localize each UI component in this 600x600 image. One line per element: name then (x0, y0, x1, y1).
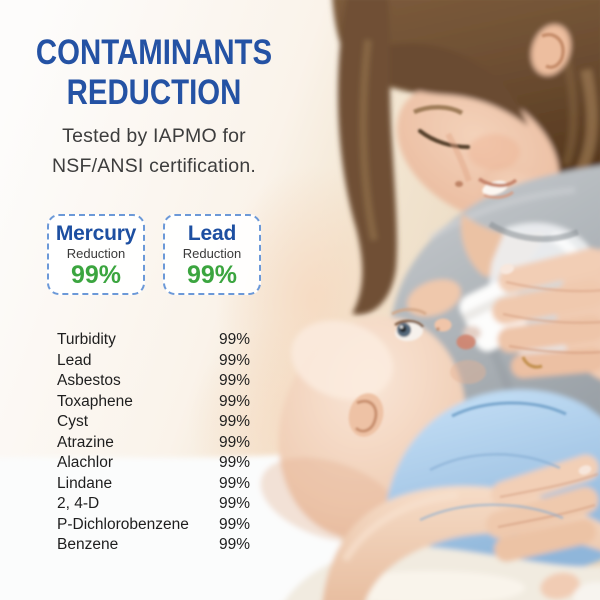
card-mercury: Mercury Reduction 99% (47, 214, 145, 295)
card-label: Reduction (66, 246, 126, 261)
mother-hair-fringe (337, 0, 528, 315)
contaminant-value: 99% (219, 536, 251, 553)
list-item: Turbidity 99% (57, 331, 251, 352)
subtitle: Tested by IAPMO for NSF/ANSI certificati… (8, 121, 300, 181)
contaminants-list: Turbidity 99% Lead 99% Asbestos 99% Toxa… (57, 331, 251, 557)
outfit-details (419, 401, 567, 522)
card-name: Lead (187, 222, 237, 245)
mother-face-details (413, 32, 580, 242)
list-item: Lindane 99% (57, 474, 251, 496)
contaminant-name: Asbestos (57, 372, 121, 389)
baby-face-details (348, 308, 486, 437)
contaminant-name: Benzene (57, 536, 119, 553)
page-title: CONTAMINANTS REDUCTION (8, 33, 300, 113)
contaminant-name: 2, 4-D (57, 495, 100, 512)
list-item: Toxaphene 99% (57, 392, 251, 414)
card-value: 99% (186, 261, 238, 289)
contaminant-value: 99% (219, 331, 251, 348)
contaminant-name: Lindane (57, 474, 113, 492)
contaminant-name: Cyst (57, 413, 88, 430)
list-item: Atrazine 99% (57, 433, 251, 455)
title-line1: CONTAMINANTS (35, 33, 273, 72)
title-line2: REDUCTION (66, 73, 242, 112)
contaminant-value: 99% (219, 351, 251, 369)
card-lead: Lead Reduction 99% (163, 214, 261, 295)
list-item: Asbestos 99% (57, 372, 251, 393)
hand-details (497, 263, 600, 529)
white-couch (0, 452, 344, 600)
card-label: Reduction (182, 246, 242, 261)
subtitle-line1: Tested by IAPMO for (62, 125, 246, 147)
contaminant-name: P-Dichlorobenzene (57, 515, 189, 533)
contaminant-value: 99% (219, 474, 251, 492)
card-name: Mercury (55, 222, 137, 245)
contaminant-value: 99% (219, 515, 251, 533)
list-item: P-Dichlorobenzene 99% (57, 515, 251, 537)
contaminant-value: 99% (219, 413, 251, 430)
highlight-cards: Mercury Reduction 99% Lead Reduction 99% (47, 214, 261, 295)
contaminant-value: 99% (219, 372, 251, 389)
list-item: Benzene 99% (57, 536, 251, 557)
list-item: Alachlor 99% (57, 454, 251, 475)
list-item: Lead 99% (57, 351, 251, 373)
contaminant-value: 99% (219, 433, 251, 451)
contaminant-value: 99% (219, 495, 251, 512)
list-item: Cyst 99% (57, 413, 251, 434)
card-value: 99% (70, 261, 122, 289)
contaminant-value: 99% (219, 454, 251, 471)
contaminant-name: Turbidity (57, 331, 116, 348)
baby-hand (540, 572, 580, 600)
subtitle-line2: NSF/ANSI certification. (52, 155, 256, 177)
contaminant-name: Lead (57, 351, 92, 369)
contaminant-name: Atrazine (57, 433, 114, 451)
blanket-highlight (335, 571, 525, 600)
list-item: 2, 4-D 99% (57, 495, 251, 516)
contaminant-name: Alachlor (57, 454, 113, 471)
ring (521, 356, 543, 369)
corner-fabric (573, 582, 600, 600)
contaminant-value: 99% (219, 392, 251, 410)
contaminant-name: Toxaphene (57, 392, 133, 410)
